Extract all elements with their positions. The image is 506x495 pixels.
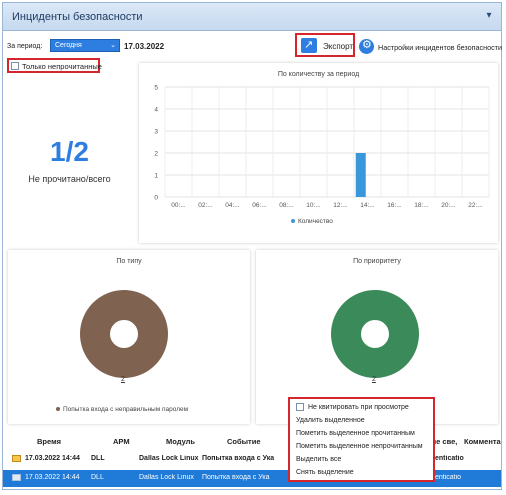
type-chart [80,290,168,378]
chevron-down-icon[interactable]: ▾ [486,10,492,21]
cell-time: 17.03.2022 14:44 [25,474,80,481]
x-tick-label: 22:... [468,202,483,209]
column-header-info[interactable]: ние све, [427,437,458,446]
cell-workstation: DLL [91,474,104,481]
unread-only-checkbox[interactable]: Только непрочитанные [7,58,102,73]
period-date: 17.03.2022 [124,42,165,51]
priority-chart-card: По приоритету 2 [256,250,498,424]
y-tick-label: 0 [154,195,158,202]
export-button-label: Экспорт [323,42,354,51]
unread-ratio-caption: Не прочитано/всего [28,174,111,184]
menu-item-label: Не квитировать при просмотре [308,403,409,411]
cell-module: Dallas Lock Linux [139,455,199,462]
y-tick-label: 2 [154,151,158,158]
priority-donut-slice [331,290,419,378]
cell-info: enticatio [435,474,462,481]
type-chart-legend: Попытка входа с неправильным паролем [56,406,188,413]
checkbox-icon [11,62,19,70]
incidents-panel: Инциденты безопасности ▾ За период: Сего… [2,2,502,490]
priority-chart-title: По приоритету [353,258,401,265]
column-header-comment[interactable]: Коммента [464,437,501,446]
unread-summary: 1/2 Не прочитано/всего [3,63,136,243]
type-donut-slice [80,290,168,378]
cell-event: Попытка входа с Ука [202,455,275,462]
bar [355,153,366,197]
count-chart-legend: Количество [291,218,333,225]
unread-only-label: Только непрочитанные [22,62,102,71]
checkbox-icon [296,403,304,411]
priority-chart [331,290,419,378]
y-tick-label: 3 [154,129,158,136]
x-tick-label: 06:... [252,202,267,209]
y-tick-label: 1 [154,173,158,180]
panel-header: Инциденты безопасности ▾ [3,3,501,31]
menu-item-delete-selected[interactable]: Удалить выделенное [296,417,365,424]
toolbar: За период: Сегодня ⌄ 17.03.2022 [3,37,501,57]
count-chart: 0 1 2 3 4 5 00:... 02:... 04:... 06:... 08:... 10:.… [154,85,490,209]
menu-item-select-all[interactable]: Выделить все [296,456,342,463]
cell-module: Dallas Lock Linux [139,474,194,481]
cell-event: Попытка входа с Ука [202,474,270,481]
x-tick-label: 20:... [441,202,456,209]
export-button[interactable]: Экспорт [295,33,355,57]
context-menu: Не квитировать при просмотре Удалить выд… [288,397,435,482]
type-chart-value: 2 [121,376,125,383]
panel-title: Инциденты безопасности [12,11,143,23]
envelope-open-icon [12,474,21,481]
chevron-down-icon: ⌄ [110,42,116,49]
x-tick-label: 12:... [333,202,348,209]
menu-item-no-ack[interactable]: Не квитировать при просмотре [296,403,409,411]
y-tick-label: 4 [154,107,158,114]
legend-dot [291,219,295,224]
column-header-time[interactable]: Время [37,437,61,446]
x-tick-label: 04:... [225,202,240,209]
incident-settings-label: Настройки инцидентов безопасности [378,43,502,52]
period-select-value: Сегодня [55,42,82,49]
legend-label: Попытка входа с неправильным паролем [63,406,189,413]
legend-label: Количество [298,218,333,225]
x-tick-label: 00:... [171,202,186,209]
incident-settings-button[interactable]: Настройки инцидентов безопасности [357,37,502,57]
x-tick-label: 02:... [198,202,213,209]
x-tick-label: 08:... [279,202,294,209]
x-tick-label: 18:... [414,202,429,209]
column-header-workstation[interactable]: АРМ [113,437,130,446]
legend-dot [56,407,60,412]
column-header-module[interactable]: Модуль [166,437,196,446]
unread-ratio: 1/2 [50,136,89,167]
count-chart-title: По количеству за период [277,71,360,78]
menu-item-deselect[interactable]: Снять выделение [296,469,354,476]
menu-item-mark-read[interactable]: Пометить выделенное прочитанным [296,430,415,437]
period-select[interactable]: Сегодня ⌄ [50,39,120,52]
priority-chart-value: 2 [372,376,376,383]
type-chart-title: По типу [116,258,142,265]
cell-time: 17.03.2022 14:44 [25,455,80,462]
cell-info: enticatio [435,455,464,462]
type-chart-card: По типу 2 Попытка входа с неправильным п… [8,250,250,424]
x-tick-label: 16:... [387,202,402,209]
envelope-icon [12,455,21,462]
period-label: За период: [7,43,43,50]
count-chart-card: По количеству за период 0 1 2 3 4 5 00:... 02:.… [139,63,498,243]
x-tick-label: 14:... [360,202,375,209]
cell-workstation: DLL [91,455,105,462]
x-tick-label: 10:... [306,202,321,209]
export-icon [301,38,317,53]
gear-icon [359,38,374,54]
y-tick-label: 5 [154,85,158,92]
menu-item-mark-unread[interactable]: Пометить выделенное непрочитанным [296,443,423,450]
column-header-event[interactable]: Событие [227,437,261,446]
